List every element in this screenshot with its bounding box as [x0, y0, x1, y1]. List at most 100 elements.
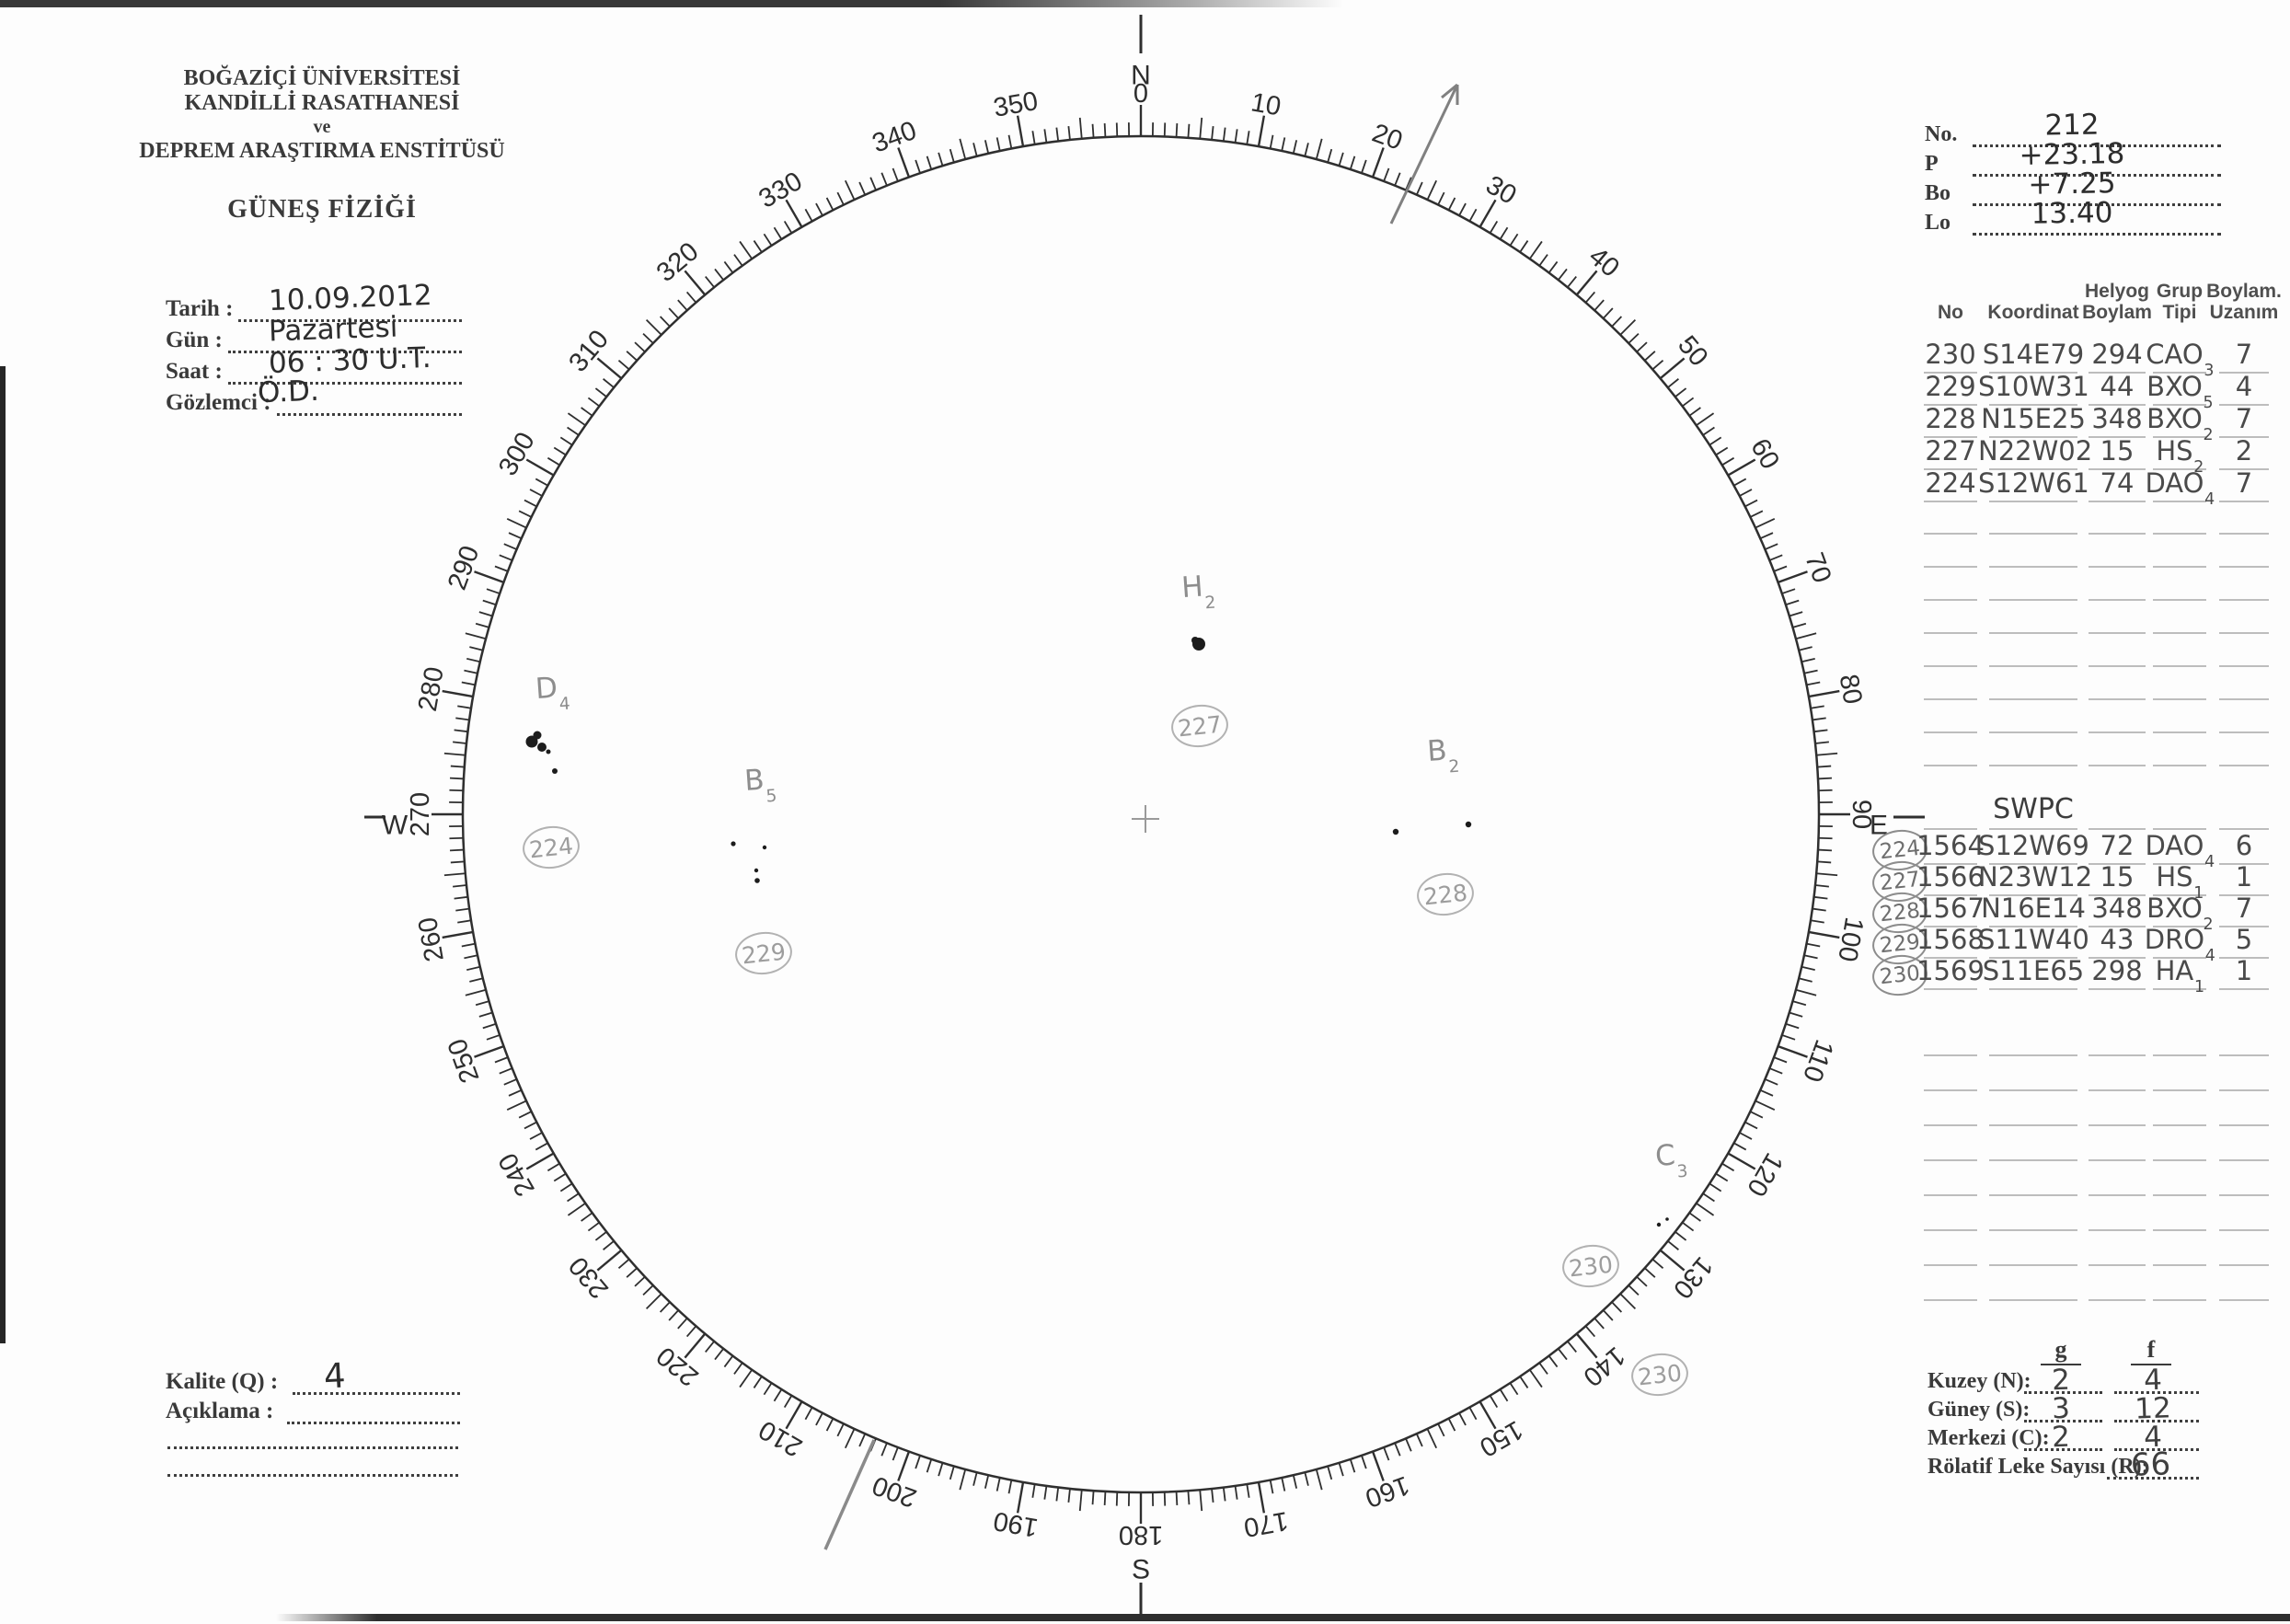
degree-tick — [1055, 127, 1060, 142]
degree-tick — [1349, 1458, 1356, 1473]
degree-tick — [1519, 1376, 1529, 1388]
degree-tick — [525, 1152, 555, 1170]
sunspot — [1392, 828, 1399, 835]
degree-tick — [1211, 1488, 1214, 1503]
degree-tick — [535, 478, 548, 487]
degree-tick — [1349, 155, 1356, 170]
field-tarih: Tarih : 10.09.2012 — [166, 279, 462, 322]
degree-tick — [1187, 123, 1191, 138]
cell-underline — [1989, 501, 2077, 502]
tarih-label: Tarih : — [166, 296, 234, 321]
lo-label: Lo — [1925, 211, 1951, 235]
empty-row-underline — [2153, 566, 2206, 568]
empty-row-underline — [2153, 1299, 2206, 1301]
cell-underline — [1989, 372, 2077, 374]
cell-underline — [2153, 404, 2206, 406]
degree-tick — [1175, 122, 1179, 138]
empty-row-underline — [2219, 731, 2269, 733]
degree-tick — [1292, 1474, 1298, 1489]
swpc-source-label: SWPC — [1993, 793, 2074, 825]
table-cell: 228 — [1925, 403, 1976, 434]
empty-row-underline — [2219, 665, 2269, 667]
degree-tick — [1426, 179, 1438, 201]
degree-tick — [1548, 1355, 1559, 1368]
degree-tick — [449, 836, 464, 840]
empty-row-underline — [2153, 1054, 2206, 1056]
form-title: GÜNEŞ FİZİĞİ — [227, 195, 417, 224]
sunspot — [1656, 1222, 1662, 1227]
degree-tick — [474, 570, 504, 584]
empty-row-underline — [1924, 1124, 1977, 1126]
merkezi-g-value: 2 — [2051, 1420, 2071, 1455]
empty-row-underline — [2153, 665, 2206, 667]
cell-underline — [1989, 404, 2077, 406]
degree-tick — [1163, 1492, 1167, 1506]
empty-row-underline — [2219, 632, 2269, 634]
degree-tick — [1619, 1293, 1637, 1310]
cell-underline — [1989, 894, 2077, 896]
degree-tick — [677, 299, 688, 311]
empty-row-underline — [1989, 1264, 2077, 1266]
degree-tick — [723, 260, 734, 273]
sunspot — [754, 868, 759, 873]
degree-tick — [1682, 397, 1695, 408]
degree-tick — [705, 1341, 715, 1353]
swpc-cell: 1 — [2235, 861, 2253, 893]
degree-tick — [773, 226, 783, 240]
table-cell: 2 — [2235, 435, 2253, 466]
swpc-cell: HS1 — [2156, 861, 2204, 903]
north-label: N — [1131, 61, 1151, 91]
degree-tick — [567, 1202, 586, 1216]
degree-tick — [1509, 233, 1519, 247]
degree-tick — [1813, 729, 1828, 733]
table-cell: 230 — [1925, 339, 1976, 370]
relatif-line — [2107, 1477, 2199, 1480]
degree-tick — [804, 208, 813, 222]
column-header: Koordinat — [1987, 302, 2079, 324]
column-header: Helyog Boylam — [2082, 280, 2152, 324]
degree-tick — [1437, 191, 1445, 205]
empty-row-underline — [2219, 533, 2269, 535]
degree-tick — [892, 1446, 899, 1461]
empty-row-underline — [2219, 765, 2269, 766]
degree-tick — [1103, 122, 1107, 138]
degree-tick — [723, 1355, 734, 1368]
empty-row-underline — [2089, 1229, 2146, 1231]
cell-underline — [1989, 988, 2077, 990]
degree-tick — [1817, 848, 1833, 852]
swpc-cell: DAO4 — [2145, 830, 2215, 871]
scan-edge-top — [0, 0, 1343, 7]
cell-underline — [1989, 863, 2077, 865]
degree-tick — [1437, 1423, 1445, 1437]
degree-tick — [1175, 1491, 1179, 1506]
col-f-header: f — [2131, 1336, 2171, 1365]
degree-tick — [518, 1111, 532, 1119]
degree-tick — [1727, 1152, 1756, 1170]
field-no: No. 212 — [1925, 108, 2221, 147]
field-gozlemci: Gözlemci : Ö.D. — [166, 374, 462, 416]
cell-underline — [2219, 926, 2269, 927]
degree-tick — [1315, 1469, 1323, 1491]
cell-underline — [2089, 501, 2146, 502]
degree-tick — [739, 240, 754, 259]
degree-tick — [1688, 1212, 1701, 1222]
empty-row-underline — [2219, 1089, 2269, 1091]
empty-row-underline — [2089, 1124, 2146, 1126]
cell-underline — [2219, 988, 2269, 990]
degree-tick — [804, 1407, 813, 1421]
degree-tick — [714, 268, 724, 281]
degree-tick — [1715, 1172, 1729, 1182]
swpc-cell: 1 — [2235, 955, 2253, 986]
empty-row-underline — [2153, 698, 2206, 700]
degree-tick — [1479, 199, 1497, 228]
empty-row-underline — [2219, 1194, 2269, 1196]
degree-tick — [457, 705, 472, 709]
degree-tick — [1651, 1258, 1664, 1270]
degree-tick — [642, 1284, 654, 1296]
cell-underline — [1989, 468, 2077, 470]
degree-tick — [1688, 407, 1701, 417]
p-label: P — [1925, 152, 1939, 176]
empty-row-underline — [1989, 731, 2077, 733]
degree-tick — [1405, 1438, 1412, 1452]
degree-tick — [984, 1474, 990, 1489]
